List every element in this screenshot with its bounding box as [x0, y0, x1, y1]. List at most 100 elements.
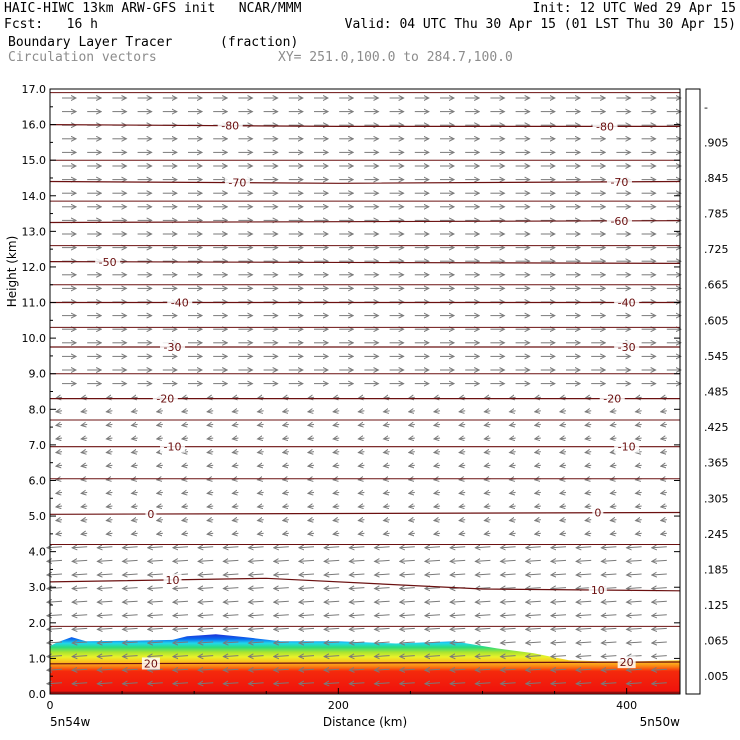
- vector-arrow: [258, 465, 264, 466]
- vector-arrow: [274, 669, 289, 670]
- vector-arrow: [148, 656, 163, 657]
- vector-arrow: [576, 628, 592, 629]
- vector-arrow: [232, 465, 239, 466]
- vector-arrow: [81, 424, 88, 425]
- vector-arrow: [409, 506, 415, 507]
- y-tick-label: 5.0: [29, 510, 47, 523]
- vector-arrow: [585, 411, 592, 412]
- vector-arrow: [501, 601, 516, 602]
- vector-arrow: [475, 560, 491, 561]
- vector-arrow: [459, 506, 466, 507]
- colorbar-label: .365: [704, 457, 729, 470]
- vector-arrow: [349, 560, 365, 561]
- vector-arrow: [551, 656, 567, 657]
- vector-arrow: [223, 547, 239, 548]
- vector-arrow: [409, 438, 415, 439]
- vector-arrow: [148, 642, 163, 643]
- vector-arrow: [450, 547, 466, 548]
- vector-arrow: [274, 683, 289, 684]
- vector-arrow: [400, 642, 415, 643]
- vector-arrow: [627, 560, 642, 561]
- vector-arrow: [132, 465, 138, 466]
- colorbar-label: .665: [704, 279, 729, 292]
- vector-arrow: [450, 683, 466, 684]
- vector-arrow: [384, 492, 390, 493]
- vector-arrow: [232, 411, 239, 412]
- vector-arrow: [97, 547, 113, 548]
- vector-arrow: [56, 533, 63, 534]
- contour-label-bg: [614, 341, 640, 354]
- colorbar-border: [685, 88, 701, 695]
- vector-arrow: [425, 669, 441, 670]
- y-tick-label: 1.0: [29, 652, 47, 665]
- model-title: HAIC-HIWC 13km ARW-GFS init NCAR/MMM: [4, 1, 302, 16]
- vector-arrow: [223, 615, 239, 616]
- vector-arrow: [627, 547, 642, 548]
- vector-arrow: [475, 669, 491, 670]
- vector-arrow: [223, 574, 239, 575]
- vector-arrow: [576, 683, 592, 684]
- vector-arrow: [173, 560, 189, 561]
- contour-label-bg: [145, 507, 157, 520]
- vector-arrow: [501, 683, 516, 684]
- vector-arrow: [47, 560, 63, 561]
- vector-arrow: [576, 588, 592, 589]
- vector-arrow: [636, 424, 642, 425]
- vector-arrow: [123, 615, 138, 616]
- vector-arrow: [299, 547, 315, 548]
- contour-label: -10: [164, 441, 182, 454]
- vector-arrow: [299, 615, 315, 616]
- vector-arrow: [576, 560, 592, 561]
- vector-arrow: [560, 506, 567, 507]
- vector-arrow: [258, 520, 264, 521]
- contour-line: [49, 577, 681, 592]
- vector-arrow: [535, 520, 541, 521]
- vector-arrow: [450, 615, 466, 616]
- y-tick-label: 9.0: [29, 368, 47, 381]
- vector-arrow: [258, 506, 264, 507]
- vector-arrow: [585, 533, 592, 534]
- vector-arrow: [81, 492, 88, 493]
- vector-arrow: [106, 506, 113, 507]
- vector-arrow: [249, 628, 264, 629]
- vector-arrow: [409, 452, 415, 453]
- vector-arrow: [148, 615, 163, 616]
- vector-arrow: [198, 669, 214, 670]
- vector-arrow: [106, 465, 113, 466]
- vector-arrow: [425, 656, 441, 657]
- axes: 0.0 1.0 2.0 3.0 4.0 5.0 6.0 7.0 8.0 9.0 10.0 11.0 12…: [5, 83, 680, 729]
- vector-arrow: [157, 411, 163, 412]
- y-tick-label: 0.0: [29, 688, 47, 701]
- contour-label-bg: [160, 341, 186, 354]
- vector-arrow: [610, 465, 617, 466]
- vector-arrow: [207, 452, 214, 453]
- forecast-hour: Fcst: 16 h: [4, 17, 98, 32]
- vector-arrow: [198, 656, 214, 657]
- contour-line: [49, 261, 681, 264]
- vector-arrow: [123, 574, 138, 575]
- vector-arrow: [198, 574, 214, 575]
- circulation-vectors: [47, 98, 681, 684]
- vector-arrow: [358, 533, 365, 534]
- vector-arrow: [123, 642, 138, 643]
- y-tick-label: 13.0: [22, 225, 47, 238]
- left-endpoint-label: 5n54w: [50, 715, 91, 729]
- vector-arrow: [232, 520, 239, 521]
- vector-arrow: [601, 560, 617, 561]
- vector-arrow: [72, 669, 88, 670]
- vector-arrow: [333, 452, 340, 453]
- vector-arrow: [173, 669, 189, 670]
- vector-arrow: [258, 411, 264, 412]
- vector-arrow: [148, 628, 163, 629]
- vector-arrow: [157, 492, 163, 493]
- vector-arrow: [81, 520, 88, 521]
- y-tick-label: 3.0: [29, 581, 47, 594]
- vector-arrow: [425, 615, 441, 616]
- vector-arrow: [333, 424, 340, 425]
- vector-arrow: [198, 628, 214, 629]
- vector-arrow: [425, 574, 441, 575]
- vector-arrow: [182, 411, 189, 412]
- vector-arrow: [148, 669, 163, 670]
- vector-arrow: [384, 520, 390, 521]
- vector-arrow: [274, 615, 289, 616]
